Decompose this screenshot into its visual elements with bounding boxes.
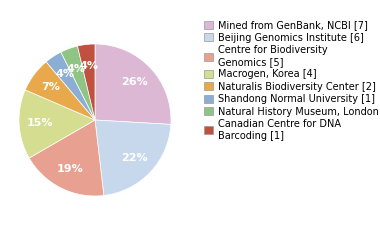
Text: 4%: 4% <box>55 69 74 79</box>
Text: 15%: 15% <box>27 118 54 128</box>
Text: 26%: 26% <box>122 78 148 87</box>
Wedge shape <box>78 44 95 120</box>
Legend: Mined from GenBank, NCBI [7], Beijing Genomics Institute [6], Centre for Biodive: Mined from GenBank, NCBI [7], Beijing Ge… <box>204 20 380 141</box>
Wedge shape <box>29 120 104 196</box>
Text: 22%: 22% <box>122 153 148 162</box>
Text: 19%: 19% <box>57 164 84 174</box>
Text: 4%: 4% <box>67 64 86 74</box>
Text: 4%: 4% <box>79 61 98 71</box>
Text: 7%: 7% <box>42 82 60 92</box>
Wedge shape <box>95 44 171 124</box>
Wedge shape <box>19 90 95 158</box>
Wedge shape <box>25 62 95 120</box>
Wedge shape <box>61 46 95 120</box>
Wedge shape <box>95 120 171 196</box>
Wedge shape <box>46 52 95 120</box>
